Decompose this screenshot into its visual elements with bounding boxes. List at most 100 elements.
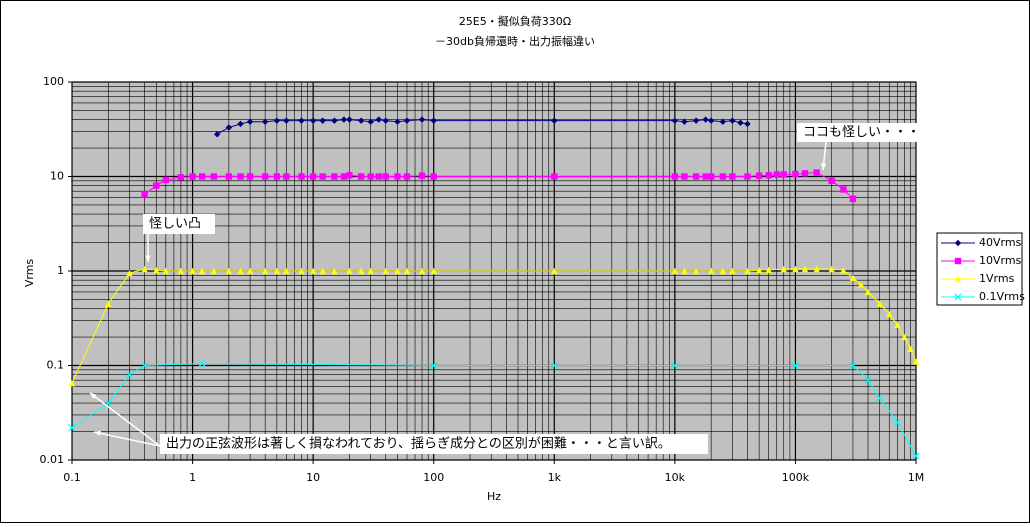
marker — [418, 172, 426, 179]
x-tick-label: 10 — [306, 471, 320, 484]
annotation-box — [797, 123, 917, 142]
marker — [912, 358, 920, 365]
x-axis-label: Hz — [487, 490, 501, 503]
marker — [346, 267, 353, 275]
marker — [153, 182, 160, 189]
marker — [340, 116, 348, 123]
marker — [298, 117, 305, 124]
marker — [876, 394, 884, 402]
marker — [840, 186, 847, 193]
marker — [177, 267, 185, 275]
plot-border — [71, 81, 917, 461]
marker — [125, 370, 134, 379]
marker — [367, 267, 374, 275]
marker — [707, 117, 715, 124]
marker — [681, 118, 688, 125]
marker — [367, 118, 374, 125]
marker — [707, 267, 715, 275]
chart-title: 25E5・擬似負荷330Ω — [459, 14, 571, 28]
marker — [418, 267, 426, 275]
marker — [671, 117, 679, 124]
annotation-arrow — [93, 431, 161, 447]
marker — [68, 379, 76, 387]
x-tick-label: 1 — [189, 471, 196, 484]
marker — [719, 173, 727, 180]
marker — [681, 267, 688, 275]
annotation-box — [160, 434, 708, 454]
marker — [225, 124, 233, 131]
marker — [791, 361, 800, 370]
x-tick-label: 100 — [423, 471, 444, 484]
legend-label: 10Vrms — [979, 254, 1022, 267]
marker — [828, 177, 835, 185]
legend-label: 1Vrms — [979, 272, 1015, 285]
y-tick-label: 1 — [57, 264, 64, 277]
legend-marker — [954, 293, 962, 301]
marker — [225, 267, 233, 275]
marker — [430, 267, 437, 275]
legend-label: 40Vrms — [979, 236, 1022, 249]
marker — [692, 117, 700, 124]
marker — [346, 116, 353, 123]
marker — [907, 345, 914, 353]
marker — [671, 361, 679, 370]
marker — [340, 173, 348, 180]
marker — [828, 265, 835, 273]
marker — [430, 361, 438, 370]
marker — [755, 172, 763, 179]
x-tick-label: 1M — [908, 471, 925, 484]
marker — [346, 172, 353, 179]
marker — [765, 172, 772, 179]
marker — [773, 171, 780, 178]
marker — [765, 266, 772, 273]
marker — [692, 267, 700, 275]
marker — [283, 117, 290, 124]
marker — [901, 333, 908, 341]
marker — [283, 267, 290, 275]
marker — [141, 265, 148, 273]
annotation: 怪しい凸 — [149, 217, 201, 232]
marker — [273, 173, 281, 180]
x-tick-label: 10k — [665, 471, 686, 484]
marker — [237, 173, 244, 180]
marker — [140, 361, 149, 370]
marker — [729, 267, 736, 275]
marker — [382, 267, 389, 275]
marker — [225, 173, 233, 180]
marker — [813, 265, 820, 273]
x-tick-label: 100k — [782, 471, 810, 484]
marker — [105, 300, 112, 307]
chart-subtitle: －30db負帰還時・出力振幅違い — [435, 34, 595, 48]
marker — [394, 267, 401, 275]
legend-marker — [954, 275, 962, 283]
marker — [430, 117, 437, 124]
marker — [375, 116, 382, 123]
marker — [210, 173, 218, 180]
marker — [298, 173, 305, 180]
marker — [894, 321, 901, 328]
marker — [813, 169, 820, 176]
marker — [801, 265, 809, 273]
marker — [153, 266, 160, 274]
annotation-box — [143, 214, 215, 234]
marker — [126, 269, 133, 277]
marker — [198, 267, 206, 275]
marker — [261, 267, 269, 275]
marker — [671, 173, 679, 180]
marker — [68, 423, 76, 432]
marker — [719, 267, 727, 275]
marker — [864, 288, 872, 296]
marker — [237, 120, 244, 128]
marker — [246, 267, 254, 275]
marker — [273, 117, 281, 124]
marker — [692, 173, 700, 180]
annotation: 出力の正弦波形は著しく損なわれており、揺らぎ成分との区別が困難・・・と言い訳。 — [166, 436, 671, 452]
marker — [792, 265, 799, 273]
marker — [319, 173, 326, 180]
marker — [210, 267, 218, 275]
marker — [849, 195, 857, 203]
marker — [550, 361, 558, 370]
marker — [857, 281, 865, 288]
marker — [702, 116, 709, 123]
